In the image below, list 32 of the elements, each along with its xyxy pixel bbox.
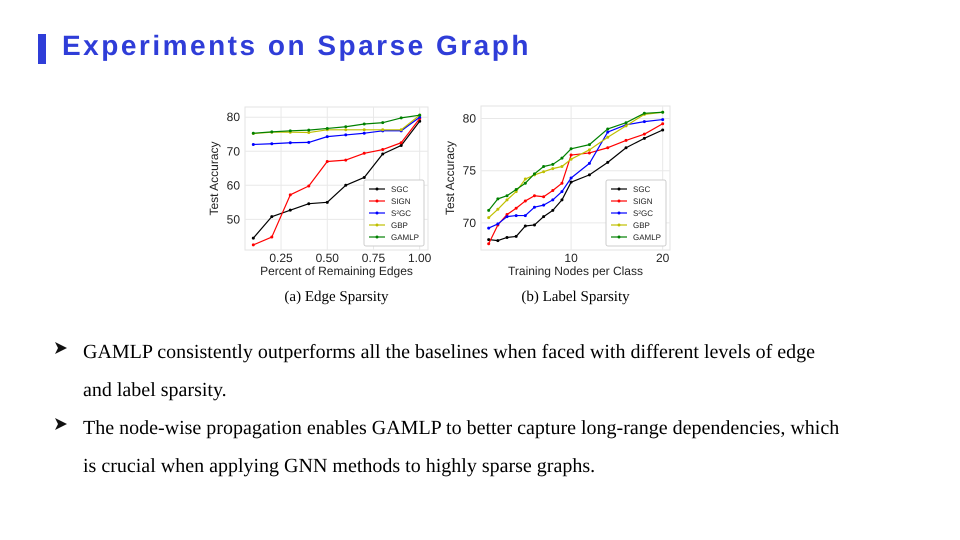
legend-label: GAMLP: [633, 233, 662, 242]
legend-label: SGC: [391, 185, 409, 194]
y-tick-label: 50: [226, 212, 240, 226]
text: GAMLP consistently outperforms all the baselines when faced with different levels of edge and label sparsity.: [83, 340, 816, 403]
y-tick-label: 80: [462, 112, 476, 126]
legend-label: GAMLP: [391, 233, 420, 242]
y-tick-label: 70: [462, 216, 476, 230]
x-axis-title: Percent of Remaining Edges: [260, 264, 413, 278]
x-tick-label: 0.50: [316, 251, 340, 265]
x-axis-title: Training Nodes per Class: [508, 264, 643, 278]
legend-label: SIGN: [391, 197, 411, 206]
x-tick-label: 0.75: [362, 251, 386, 265]
legend-label: GBP: [391, 221, 408, 230]
legend-label: S²GC: [391, 209, 412, 218]
text: (a) Edge Sparsity: [284, 289, 390, 305]
y-tick-label: 80: [226, 110, 240, 124]
y-axis-title: Test Accuracy: [443, 140, 457, 216]
y-tick-label: 75: [462, 164, 476, 178]
x-tick-label: 10: [564, 251, 578, 265]
text: The node-wise propagation enables GAMLP to better capture long-range dependencies, which is crucial when applying GNN methods to highly sparse graphs.: [83, 416, 840, 479]
y-tick-label: 60: [226, 178, 240, 192]
y-tick-label: 70: [226, 144, 240, 158]
x-tick-label: 0.25: [269, 251, 294, 265]
legend-label: SIGN: [633, 197, 653, 206]
text: (b) Label Sparsity: [521, 289, 630, 305]
text: Experiments on Sparse Graph: [62, 30, 531, 62]
legend-label: GBP: [633, 221, 650, 230]
x-tick-label: 20: [656, 251, 670, 265]
legend-label: S²GC: [633, 209, 654, 218]
legend-label: SGC: [633, 185, 651, 194]
x-tick-label: 1.00: [408, 251, 432, 265]
y-axis-title: Test Accuracy: [207, 141, 221, 216]
